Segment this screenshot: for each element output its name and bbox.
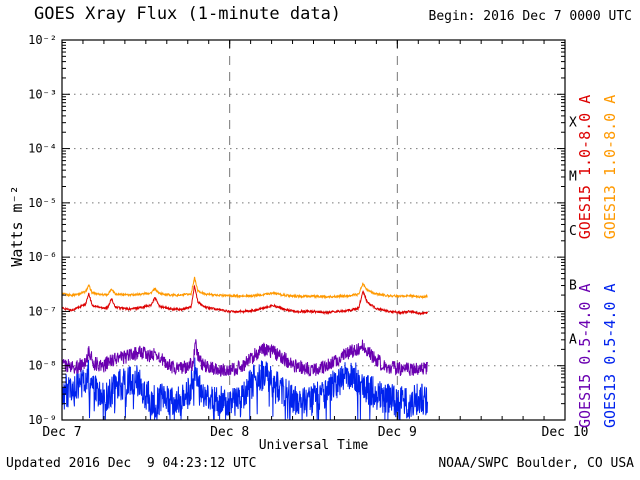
flare-class-label: M bbox=[569, 170, 577, 185]
flare-class-label: B bbox=[569, 278, 577, 293]
flare-class-label: X bbox=[569, 115, 577, 130]
y-tick-label: 10⁻² bbox=[28, 33, 57, 47]
x-tick-label: Dec 10 bbox=[542, 425, 589, 440]
y-tick-label: 10⁻⁴ bbox=[28, 142, 57, 156]
y-axis-title: Watts m⁻² bbox=[8, 185, 26, 267]
trace-goes15-0-5-4-0-a bbox=[61, 339, 428, 377]
legend-goes13-long: GOES13 1.0-8.0 A bbox=[601, 94, 619, 240]
legend-goes13-short: GOES13 0.5-4.0 A bbox=[601, 283, 619, 429]
flare-class-label: A bbox=[569, 333, 577, 348]
y-tick-label: 10⁻⁶ bbox=[28, 250, 57, 264]
begin-time-label: Begin: 2016 Dec 7 0000 UTC bbox=[428, 9, 633, 24]
y-tick-label: 10⁻³ bbox=[28, 87, 57, 101]
chart-title: GOES Xray Flux (1-minute data) bbox=[34, 4, 342, 24]
legend-goes15-long: GOES15 1.0-8.0 A bbox=[576, 94, 594, 240]
updated-timestamp: Updated 2016 Dec 9 04:23:12 UTC bbox=[6, 456, 257, 471]
x-tick-label: Dec 7 bbox=[42, 425, 81, 440]
y-tick-label: 10⁻⁷ bbox=[28, 304, 57, 318]
trace-goes13-0-5-4-0-a bbox=[61, 357, 428, 421]
legend-goes15-short: GOES15 0.5-4.0 A bbox=[576, 283, 594, 429]
trace-goes13-1-0-8-0-a bbox=[61, 276, 428, 300]
x-tick-label: Dec 9 bbox=[378, 425, 417, 440]
y-tick-label: 10⁻⁸ bbox=[28, 359, 57, 373]
y-tick-label: 10⁻⁹ bbox=[28, 413, 57, 427]
y-tick-label: 10⁻⁵ bbox=[28, 196, 57, 210]
x-tick-label: Dec 8 bbox=[210, 425, 249, 440]
flare-class-label: C bbox=[569, 224, 577, 239]
x-axis-title: Universal Time bbox=[258, 438, 369, 453]
trace-goes15-1-0-8-0-a bbox=[61, 284, 428, 316]
source-attribution: NOAA/SWPC Boulder, CO USA bbox=[438, 456, 634, 471]
plot-border bbox=[61, 39, 566, 421]
